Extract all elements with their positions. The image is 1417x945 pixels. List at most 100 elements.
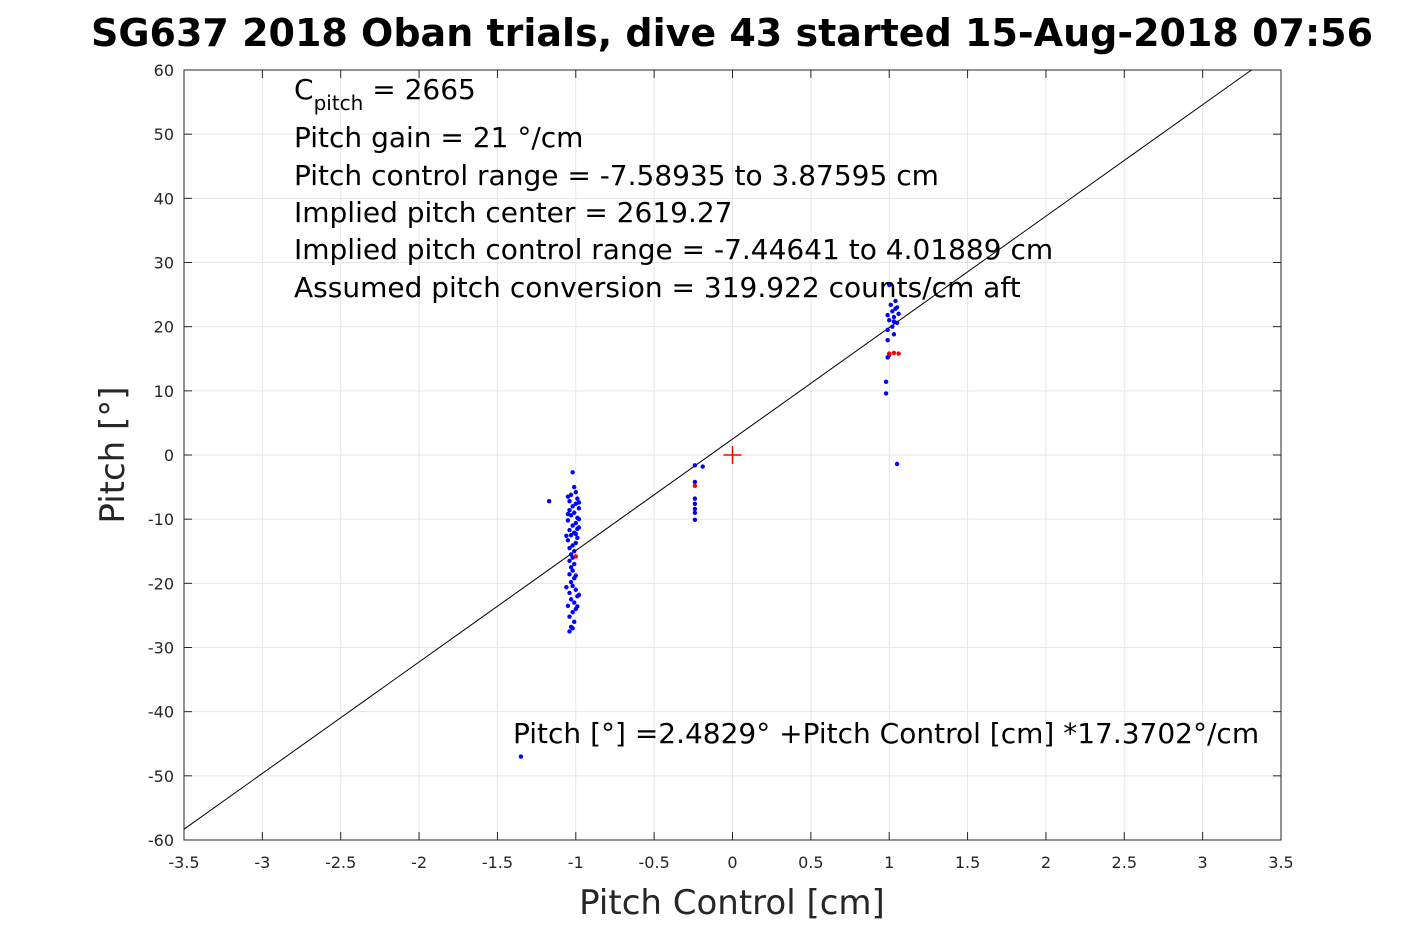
data-point <box>565 511 571 517</box>
c-pitch-annotation: Cpitch = 2665 <box>294 73 476 115</box>
data-point <box>885 327 890 333</box>
data-point <box>893 298 898 304</box>
data-point <box>564 584 569 590</box>
data-point <box>570 523 575 528</box>
data-point <box>883 391 889 396</box>
data-point <box>887 282 892 288</box>
y-axis-title: Pitch [°] <box>93 386 133 523</box>
data-point <box>570 568 575 573</box>
data-point <box>888 302 893 308</box>
data-point <box>692 496 698 501</box>
data-point <box>567 572 572 577</box>
data-point <box>567 629 572 634</box>
data-point <box>573 554 578 559</box>
x-tick-label: -1.5 <box>482 853 513 872</box>
data-point <box>692 510 698 515</box>
x-tick-label: 2 <box>1041 853 1051 872</box>
data-point <box>575 604 580 609</box>
data-point <box>565 603 571 608</box>
data-point <box>572 549 577 554</box>
data-point <box>570 626 575 631</box>
data-point <box>891 319 897 324</box>
data-point <box>570 610 575 615</box>
implied-pitch-center-annotation: Implied pitch center = 2619.27 <box>294 196 732 229</box>
y-tick-label: -30 <box>148 639 174 658</box>
data-point <box>890 309 895 314</box>
x-tick-label: 1.5 <box>955 853 980 872</box>
data-point <box>567 614 572 619</box>
y-tick-label: 10 <box>154 382 174 401</box>
implied-pitch-control-range-annotation: Implied pitch control range = -7.44641 t… <box>294 233 1053 266</box>
data-point <box>568 579 574 585</box>
y-tick-label: -60 <box>148 831 174 850</box>
data-point <box>887 318 892 323</box>
data-point <box>896 351 901 356</box>
x-tick-label: 3 <box>1198 853 1208 872</box>
y-tick-label: -40 <box>148 703 174 722</box>
data-point <box>573 490 578 495</box>
x-tick-label: 0 <box>727 853 737 872</box>
data-point <box>692 483 698 488</box>
x-tick-label: 0.5 <box>798 853 823 872</box>
x-tick-label: -3 <box>254 853 270 872</box>
data-point <box>570 543 575 548</box>
data-point <box>567 558 572 564</box>
data-point <box>692 479 698 485</box>
data-point <box>885 312 890 318</box>
data-point <box>891 332 897 337</box>
x-axis-title: Pitch Control [cm] <box>579 883 885 923</box>
data-point <box>572 561 577 567</box>
pitch-control-range-annotation: Pitch control range = -7.58935 to 3.8759… <box>294 159 939 192</box>
y-tick-label: 50 <box>154 125 174 144</box>
data-point <box>573 587 578 592</box>
data-point <box>885 337 890 343</box>
y-tick-label: 60 <box>154 61 174 80</box>
data-point <box>567 507 572 513</box>
c-pitch-symbol: C <box>294 73 314 106</box>
data-point <box>692 517 698 523</box>
data-point <box>570 470 575 475</box>
y-tick-label: 20 <box>154 318 174 337</box>
data-point <box>570 583 575 589</box>
x-tick-label: 2.5 <box>1112 853 1137 872</box>
data-point <box>692 501 698 506</box>
data-point <box>572 600 577 605</box>
data-point <box>576 506 582 511</box>
data-point <box>692 506 698 512</box>
y-tick-label: -10 <box>148 510 174 529</box>
data-point <box>567 527 572 533</box>
data-point <box>575 496 580 501</box>
y-tick-label: -50 <box>148 767 174 786</box>
fit-line <box>183 69 1252 830</box>
data-point <box>564 533 569 539</box>
x-tick-label: -0.5 <box>639 853 670 872</box>
data-point <box>885 355 890 360</box>
data-point <box>572 484 577 490</box>
data-point <box>518 754 524 759</box>
data-point <box>568 533 574 538</box>
assumed-pitch-conversion-annotation: Assumed pitch conversion = 319.922 count… <box>294 271 1021 304</box>
data-point <box>573 540 578 546</box>
data-point <box>573 520 578 526</box>
data-point <box>887 351 892 356</box>
data-point <box>700 464 705 469</box>
y-tick-label: 30 <box>154 254 174 273</box>
data-point <box>576 500 582 505</box>
data-point <box>894 461 900 467</box>
y-tick-label: -20 <box>148 574 174 593</box>
data-point <box>573 531 578 537</box>
x-tick-label: -3.5 <box>168 853 199 872</box>
c-pitch-subscript: pitch <box>314 91 364 115</box>
x-tick-label: 3.5 <box>1268 853 1293 872</box>
data-point <box>565 538 571 543</box>
fit-equation-annotation: Pitch [°] =2.4829° +Pitch Control [cm] *… <box>513 717 1259 750</box>
x-tick-label: -1 <box>568 853 584 872</box>
y-tick-label: 40 <box>154 189 174 208</box>
data-point <box>572 619 577 625</box>
data-point <box>565 518 571 523</box>
data-point <box>568 597 574 602</box>
chart-title: SG637 2018 Oban trials, dive 43 started … <box>91 11 1373 55</box>
data-point <box>565 494 571 499</box>
